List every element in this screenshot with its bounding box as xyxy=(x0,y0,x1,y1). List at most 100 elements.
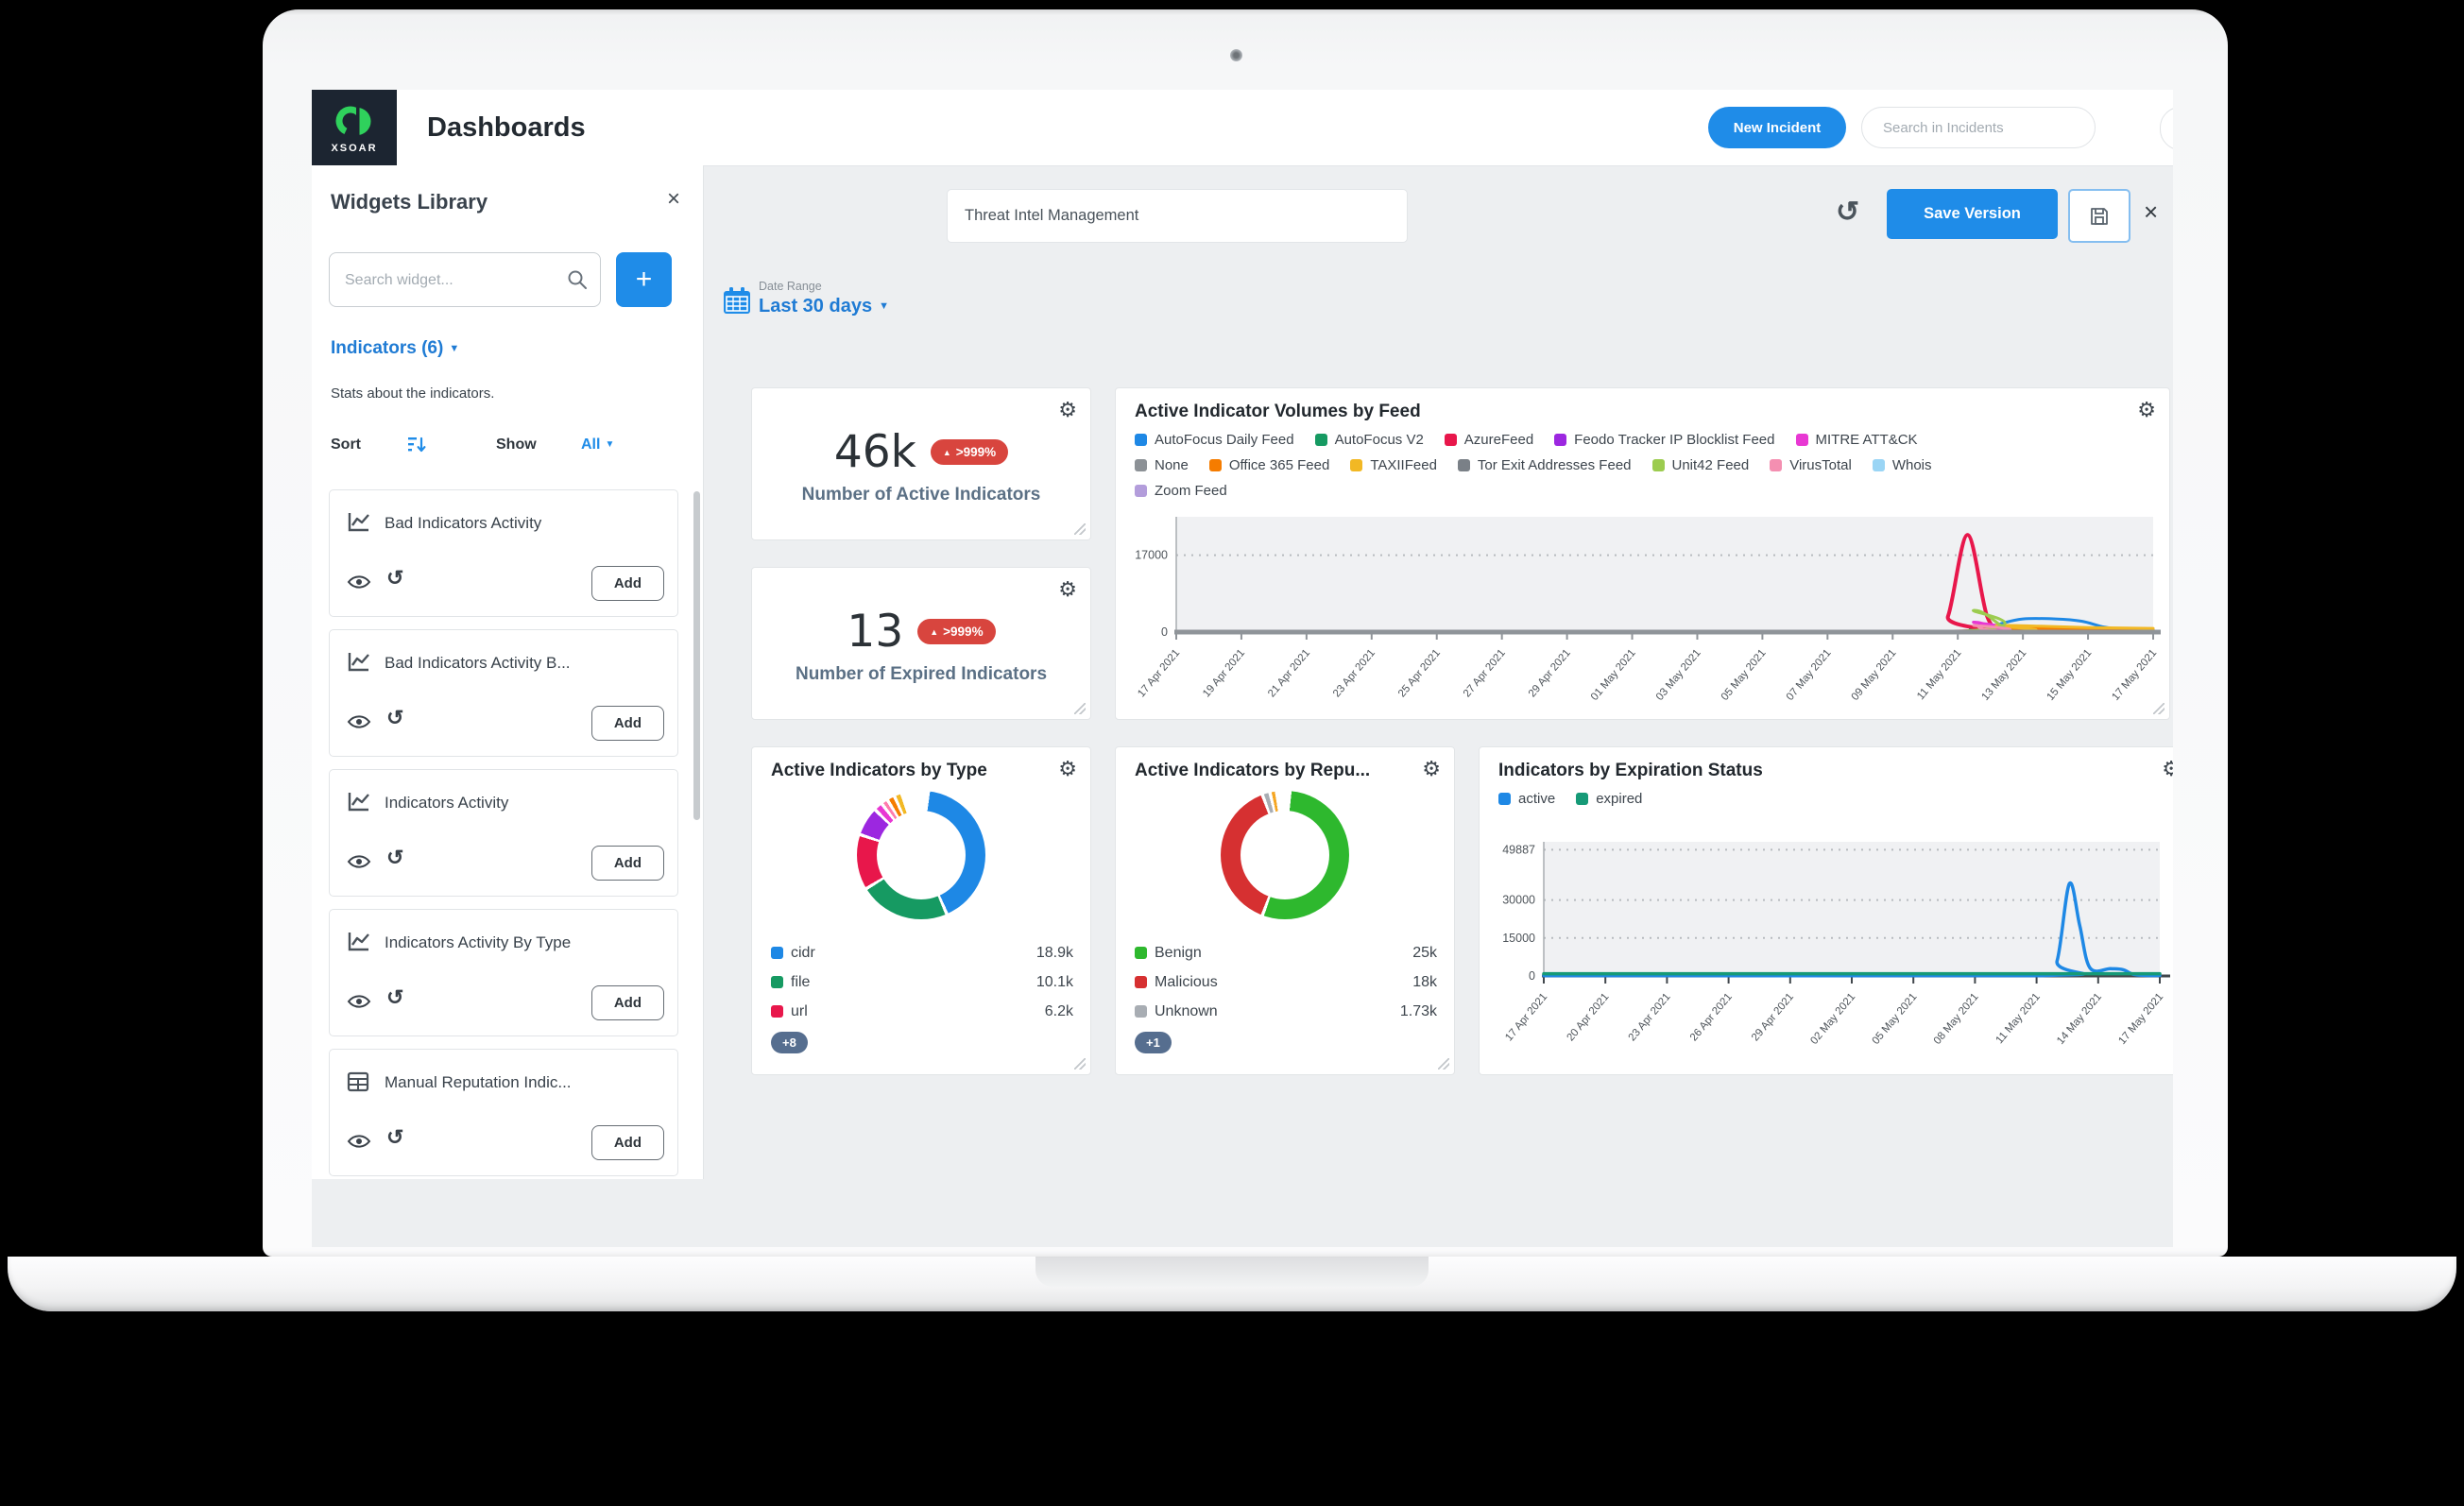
legend-chip xyxy=(771,947,783,959)
more-items-badge[interactable]: +1 xyxy=(1135,1032,1172,1053)
date-range-value: Last 30 days xyxy=(759,296,873,317)
history-icon[interactable]: ↺ xyxy=(386,566,404,590)
history-icon[interactable]: ↺ xyxy=(386,985,404,1009)
close-icon[interactable]: × xyxy=(666,186,680,212)
add-button[interactable]: Add xyxy=(590,1125,664,1160)
history-icon[interactable]: ↺ xyxy=(386,1125,404,1149)
gear-icon[interactable]: ⚙ xyxy=(1422,757,1441,780)
legend-item[interactable]: AzureFeed xyxy=(1444,432,1533,448)
gear-icon[interactable]: ⚙ xyxy=(2137,398,2156,421)
category-dropdown[interactable]: Indicators (6) ▼ xyxy=(331,338,459,359)
chart-legend: active expired xyxy=(1498,791,1663,816)
legend-row[interactable]: cidr 18.9k xyxy=(771,938,1073,967)
legend-item[interactable]: VirusTotal xyxy=(1770,457,1852,473)
dashboard-name-input[interactable] xyxy=(947,189,1408,243)
legend-row[interactable]: url 6.2k xyxy=(771,997,1073,1026)
app-window: XSOAR Dashboards New Incident Widgets Li… xyxy=(312,90,2173,1247)
sidebar-scrollbar[interactable] xyxy=(693,491,700,820)
legend-item[interactable]: TAXIIFeed xyxy=(1350,457,1437,473)
chevron-down-icon: ▼ xyxy=(449,343,460,354)
add-button[interactable]: Add xyxy=(590,985,664,1020)
legend-row[interactable]: Malicious 18k xyxy=(1135,967,1437,997)
legend-value: 25k xyxy=(1412,944,1437,961)
svg-text:11 May 2021: 11 May 2021 xyxy=(1915,647,1963,702)
partial-control[interactable] xyxy=(2160,107,2173,150)
legend-label: Benign xyxy=(1135,945,1202,962)
widget-list-item[interactable]: Indicators Activity ↺ Add xyxy=(329,769,678,897)
legend-row[interactable]: Benign 25k xyxy=(1135,938,1437,967)
gear-icon[interactable]: ⚙ xyxy=(2162,757,2173,780)
more-items-badge[interactable]: +8 xyxy=(771,1032,808,1053)
eye-icon[interactable] xyxy=(347,713,371,730)
add-button[interactable]: Add xyxy=(590,566,664,601)
add-button[interactable]: Add xyxy=(590,706,664,741)
eye-icon[interactable] xyxy=(347,1133,371,1150)
resize-handle[interactable] xyxy=(1074,523,1086,535)
legend-item[interactable]: Feodo Tracker IP Blocklist Feed xyxy=(1554,432,1775,448)
eye-icon[interactable] xyxy=(347,853,371,870)
eye-icon[interactable] xyxy=(347,573,371,590)
legend-chip xyxy=(1457,459,1470,471)
legend-item[interactable]: None xyxy=(1135,457,1189,473)
gear-icon[interactable]: ⚙ xyxy=(1058,757,1077,780)
widget-list-item[interactable]: Indicators Activity By Type ↺ Add xyxy=(329,909,678,1036)
xsoar-logo: XSOAR xyxy=(312,90,397,165)
legend-row[interactable]: Unknown 1.73k xyxy=(1135,997,1437,1026)
legend-item[interactable]: Tor Exit Addresses Feed xyxy=(1457,457,1632,473)
sort-icon[interactable] xyxy=(406,435,427,455)
svg-text:29 Apr 2021: 29 Apr 2021 xyxy=(1527,647,1573,699)
legend-row[interactable]: file 10.1k xyxy=(771,967,1073,997)
page-title: Dashboards xyxy=(427,112,586,143)
chevron-down-icon: ▼ xyxy=(605,439,615,450)
legend-item[interactable]: Whois xyxy=(1872,457,1932,473)
resize-handle[interactable] xyxy=(1074,1058,1086,1070)
line-chart-icon xyxy=(348,793,369,812)
resize-handle[interactable] xyxy=(1074,703,1086,714)
widget-list-item[interactable]: Bad Indicators Activity ↺ Add xyxy=(329,489,678,617)
add-button[interactable]: Add xyxy=(590,846,664,881)
chart-title: Active Indicator Volumes by Feed xyxy=(1135,402,1421,421)
legend-item[interactable]: MITRE ATT&CK xyxy=(1795,432,1918,448)
legend-item[interactable]: expired xyxy=(1576,791,1642,807)
legend-item[interactable]: active xyxy=(1498,791,1555,807)
calendar-icon[interactable] xyxy=(721,284,753,317)
legend-item[interactable]: Office 365 Feed xyxy=(1208,457,1329,473)
history-icon[interactable]: ↺ xyxy=(386,706,404,729)
widget-search-input[interactable] xyxy=(330,253,573,308)
legend-value: 18k xyxy=(1412,973,1437,990)
legend-value: 18.9k xyxy=(1035,944,1073,961)
legend-chip xyxy=(1872,459,1885,471)
legend-item[interactable]: Zoom Feed xyxy=(1135,483,1227,499)
show-filter-dropdown[interactable]: All ▼ xyxy=(581,436,614,454)
widget-list-item[interactable]: Manual Reputation Indic... ↺ Add xyxy=(329,1049,678,1176)
add-widget-button[interactable]: + xyxy=(616,252,672,307)
legend-item[interactable]: Unit42 Feed xyxy=(1651,457,1749,473)
trend-value: >999% xyxy=(955,445,997,459)
legend-item[interactable]: AutoFocus V2 xyxy=(1314,432,1424,448)
version-history-icon[interactable]: ↺ xyxy=(1836,197,1860,228)
legend-label: Unknown xyxy=(1135,1003,1218,1020)
resize-handle[interactable] xyxy=(2153,703,2165,714)
svg-text:17000: 17000 xyxy=(1135,549,1168,562)
svg-text:21 Apr 2021: 21 Apr 2021 xyxy=(1266,647,1312,699)
close-editor-icon[interactable]: × xyxy=(2144,197,2159,226)
resize-handle[interactable] xyxy=(1438,1058,1449,1070)
indicators-by-reputation-card: Active Indicators by Repu... ⚙ Benign 25k… xyxy=(1115,746,1455,1075)
legend-item[interactable]: AutoFocus Daily Feed xyxy=(1135,432,1294,448)
date-range-label: Date Range xyxy=(759,280,822,293)
new-incident-button[interactable]: New Incident xyxy=(1708,107,1846,148)
incident-search-input[interactable] xyxy=(1861,107,2096,148)
eye-icon[interactable] xyxy=(347,993,371,1010)
line-chart-icon xyxy=(348,513,369,532)
svg-text:0: 0 xyxy=(1529,969,1535,983)
history-icon[interactable]: ↺ xyxy=(386,846,404,869)
gear-icon[interactable]: ⚙ xyxy=(1058,398,1077,421)
widget-list-item[interactable]: Bad Indicators Activity B... ↺ Add xyxy=(329,629,678,757)
widget-title: Indicators Activity xyxy=(385,794,509,812)
save-icon-button[interactable] xyxy=(2068,189,2130,243)
feed-volumes-chart-card: Active Indicator Volumes by Feed ⚙ AutoF… xyxy=(1115,387,2170,720)
gear-icon[interactable]: ⚙ xyxy=(1058,577,1077,601)
trend-badge: ▲ >999% xyxy=(917,619,996,644)
date-range-dropdown[interactable]: Last 30 days ▼ xyxy=(759,296,889,317)
save-version-button[interactable]: Save Version xyxy=(1887,189,2058,239)
